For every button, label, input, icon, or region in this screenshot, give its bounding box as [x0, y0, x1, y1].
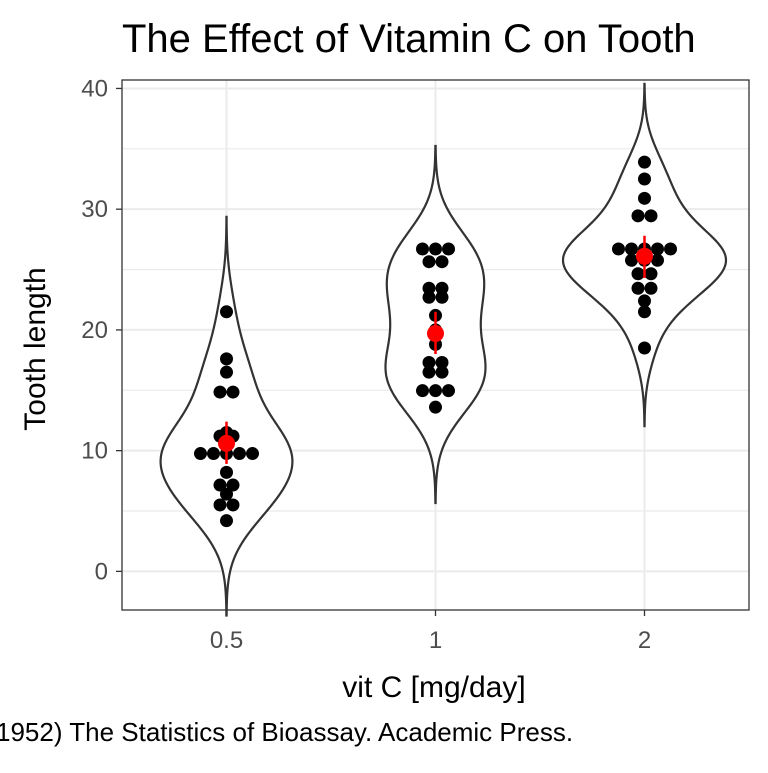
data-point [220, 514, 233, 528]
data-point [226, 478, 240, 492]
data-point [631, 267, 645, 281]
data-point [435, 255, 449, 269]
data-point [220, 365, 233, 379]
mean-point [427, 325, 444, 343]
y-tick-label: 0 [95, 558, 108, 585]
chart-title: The Effect of Vitamin C on Tooth [122, 17, 696, 61]
data-point [638, 155, 651, 169]
data-point [638, 191, 651, 205]
data-point [638, 172, 651, 186]
y-tick-label: 20 [81, 317, 108, 344]
x-tick-label: 0.5 [210, 627, 243, 654]
data-point [233, 447, 246, 461]
data-point [625, 253, 638, 267]
data-point [213, 385, 227, 399]
data-point [651, 253, 664, 267]
data-point [422, 281, 436, 295]
data-point [416, 242, 429, 256]
data-point [429, 242, 442, 256]
data-point [644, 281, 658, 295]
data-point [631, 281, 645, 295]
data-point [435, 281, 449, 295]
data-point [644, 209, 658, 223]
y-tick-label: 30 [81, 196, 108, 223]
data-point [220, 487, 233, 501]
y-tick-label: 10 [81, 438, 108, 465]
data-point [664, 242, 677, 256]
data-point [220, 465, 233, 479]
data-point [213, 498, 227, 512]
data-point [429, 384, 442, 398]
data-point [422, 365, 436, 379]
data-point [631, 209, 645, 223]
axes: 0 10 20 30 40 0.5 1 2 [81, 75, 651, 654]
mean-point [636, 247, 653, 265]
data-point [213, 478, 227, 492]
mean-point [218, 434, 235, 452]
data-point [625, 242, 638, 256]
x-tick-label: 2 [638, 627, 651, 654]
data-point [442, 242, 455, 256]
chart-caption: 1952) The Statistics of Bioassay. Academ… [0, 717, 573, 747]
data-point [638, 305, 651, 319]
violin-0.5 [159, 215, 294, 617]
data-point [638, 294, 651, 308]
data-point [429, 400, 442, 414]
data-point [226, 385, 240, 399]
data-point [207, 447, 220, 461]
data-point [226, 498, 240, 512]
data-point [246, 447, 259, 461]
y-axis-title: Tooth length [19, 267, 52, 430]
data-point [435, 290, 449, 304]
x-tick-label: 1 [429, 627, 442, 654]
y-tick-label: 40 [81, 75, 108, 102]
data-point [638, 341, 651, 355]
data-point [612, 242, 625, 256]
data-point [422, 290, 436, 304]
data-point [442, 384, 455, 398]
data-point [435, 365, 449, 379]
data-point [220, 352, 233, 366]
data-point [651, 242, 664, 256]
data-point [220, 305, 233, 319]
data-point [194, 447, 207, 461]
data-point [416, 384, 429, 398]
data-point [644, 267, 658, 281]
data-point [435, 356, 449, 370]
data-point [422, 356, 436, 370]
data-point [422, 255, 436, 269]
mean-markers [218, 235, 653, 464]
x-axis-title: vit C [mg/day] [342, 671, 525, 704]
